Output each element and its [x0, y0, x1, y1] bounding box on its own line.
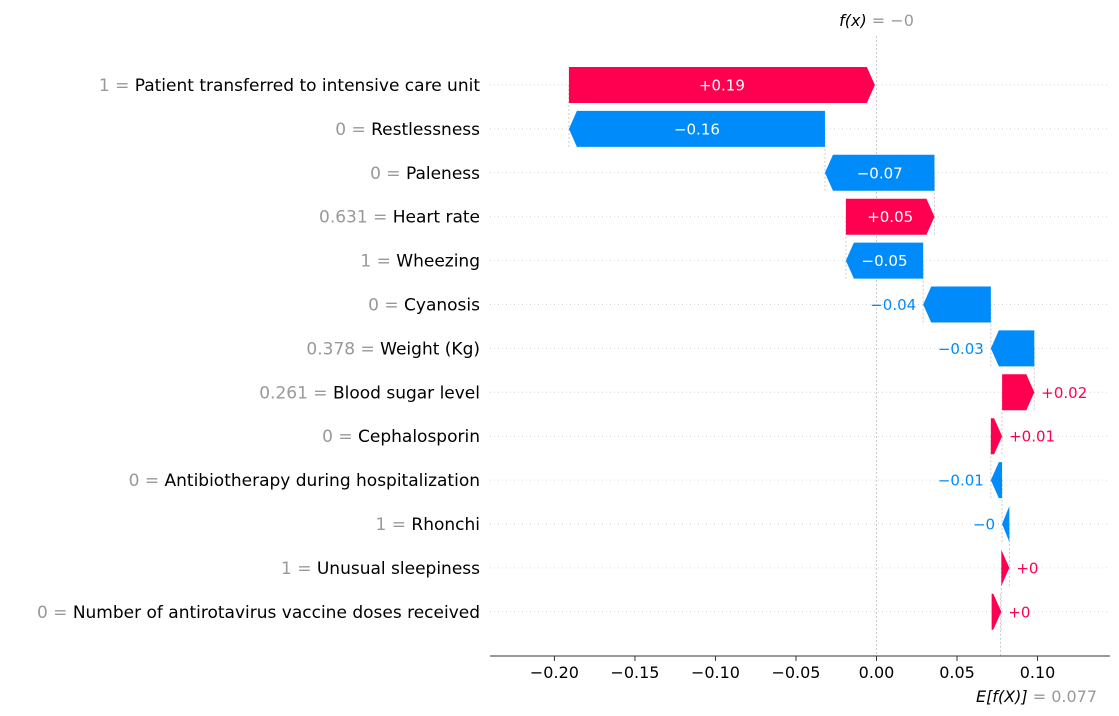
- feature-value: 0 =: [37, 603, 73, 623]
- feature-name: Patient transferred to intensive care un…: [135, 76, 481, 96]
- bar-value-label: −0: [973, 516, 995, 534]
- x-axis: −0.20 −0.15 −0.10 −0.05 0.00 0.05 0.10: [490, 655, 1110, 682]
- feature-label: 0.631 = Heart rate: [319, 208, 480, 228]
- bar-value-label: −0.16: [674, 120, 720, 138]
- feature-name: Cephalosporin: [358, 427, 480, 447]
- feature-label: 0.261 = Blood sugar level: [259, 383, 480, 403]
- feature-labels: 1 = Patient transferred to intensive car…: [37, 76, 480, 623]
- waterfall-bar: [845, 242, 924, 279]
- feature-label: 1 = Unusual sleepiness: [281, 559, 480, 579]
- waterfall-bar: [923, 286, 991, 323]
- feature-value: 1 =: [99, 76, 135, 96]
- output-value-text: = −0: [867, 11, 914, 30]
- x-tick-label: 0.00: [859, 663, 895, 682]
- feature-label: 1 = Wheezing: [360, 252, 480, 272]
- feature-name: Unusual sleepiness: [317, 559, 480, 579]
- waterfall-bar: [824, 154, 935, 191]
- feature-value: 1 =: [360, 252, 396, 272]
- feature-label: 0 = Cephalosporin: [322, 427, 480, 447]
- x-tick-label: 0.05: [939, 663, 975, 682]
- waterfall-bar: [845, 198, 935, 235]
- feature-value: 0.378 =: [306, 339, 380, 359]
- feature-label: 1 = Rhonchi: [376, 515, 480, 535]
- waterfall-bar: [990, 418, 1003, 455]
- waterfall-bar: [1002, 506, 1010, 542]
- bar-value-label: +0: [1008, 603, 1030, 621]
- bar-value-label: −0.04: [870, 296, 916, 314]
- bar-value-label: +0.02: [1041, 384, 1087, 402]
- base-value-name: E[f(X)]: [976, 687, 1028, 706]
- bar-value-label: +0.19: [699, 77, 745, 95]
- feature-name: Restlessness: [371, 120, 480, 140]
- x-tick-label: −0.05: [771, 663, 820, 682]
- waterfall-bar: [990, 330, 1035, 367]
- feature-value: 1 =: [376, 515, 412, 535]
- bar-value-label: +0: [1016, 559, 1038, 577]
- bar-value-label: +0.05: [867, 208, 913, 226]
- x-tick-label: 0.10: [1020, 663, 1056, 682]
- feature-name: Weight (Kg): [380, 339, 480, 359]
- bars: +0.19 −0.16 −0.07 +0.05 −0.05 −0.04 −0.03 +0.02…: [568, 67, 1087, 630]
- bar-value-label: −0.03: [938, 340, 984, 358]
- reference-lines: [568, 36, 1035, 656]
- feature-label: 1 = Patient transferred to intensive car…: [99, 76, 480, 96]
- feature-label: 0 = Cyanosis: [368, 296, 480, 316]
- output-value-label: f(x) = −0: [839, 11, 914, 30]
- base-value-text: = 0.077: [1028, 687, 1097, 706]
- feature-name: Number of antirotavirus vaccine doses re…: [73, 603, 480, 623]
- feature-label: 0 = Antibiotherapy during hospitalizatio…: [129, 471, 480, 491]
- feature-label: 0.378 = Weight (Kg): [306, 339, 480, 359]
- bar-value-label: +0.01: [1009, 428, 1055, 446]
- feature-value: 0 =: [368, 296, 404, 316]
- feature-value: 0 =: [370, 164, 406, 184]
- feature-name: Wheezing: [396, 252, 480, 272]
- waterfall-bar: [1002, 374, 1035, 411]
- feature-name: Antibiotherapy during hospitalization: [165, 471, 481, 491]
- waterfall-bar: [1001, 549, 1010, 586]
- feature-name: Blood sugar level: [333, 383, 480, 403]
- feature-value: 0.261 =: [259, 383, 333, 403]
- feature-value: 0.631 =: [319, 208, 393, 228]
- waterfall-bar: [568, 67, 875, 103]
- base-value-label: E[f(X)] = 0.077: [976, 687, 1097, 706]
- feature-name: Paleness: [406, 164, 480, 184]
- x-tick-label: −0.15: [610, 663, 659, 682]
- x-tick-label: −0.20: [530, 663, 579, 682]
- output-value-name: f(x): [839, 11, 867, 30]
- feature-label: 0 = Number of antirotavirus vaccine dose…: [37, 603, 480, 623]
- waterfall-bar: [568, 110, 825, 147]
- bar-value-label: −0.01: [938, 472, 984, 490]
- feature-label: 0 = Paleness: [370, 164, 480, 184]
- feature-name: Cyanosis: [404, 296, 480, 316]
- feature-label: 0 = Restlessness: [335, 120, 480, 140]
- feature-value: 0 =: [129, 471, 165, 491]
- bar-value-label: −0.07: [857, 164, 903, 182]
- bar-value-label: −0.05: [862, 252, 908, 270]
- feature-value: 0 =: [335, 120, 371, 140]
- feature-name: Heart rate: [393, 208, 480, 228]
- waterfall-bar: [990, 462, 1003, 499]
- feature-name: Rhonchi: [411, 515, 480, 535]
- waterfall-bar: [991, 593, 1002, 630]
- x-tick-label: −0.10: [691, 663, 740, 682]
- feature-value: 1 =: [281, 559, 317, 579]
- feature-value: 0 =: [322, 427, 358, 447]
